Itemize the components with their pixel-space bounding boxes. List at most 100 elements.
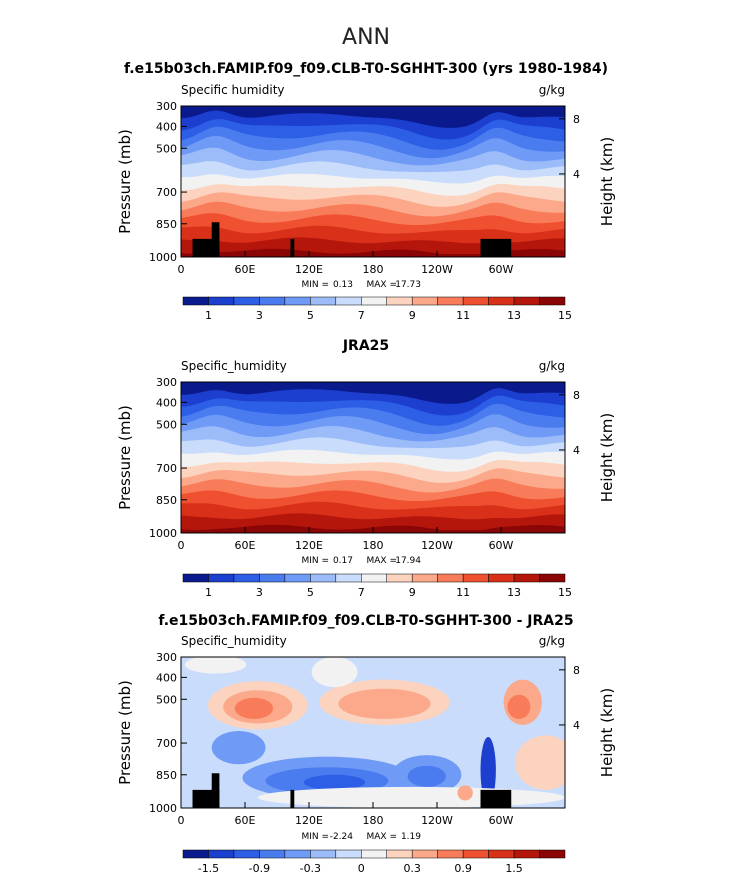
min-label: MIN = <box>301 556 329 566</box>
x-tick-label: 60W <box>489 263 514 276</box>
colorbar-swatch <box>182 296 209 306</box>
colorbar-swatch <box>386 849 413 859</box>
x-tick-label: 180 <box>363 814 384 827</box>
colorbar-label: 13 <box>507 309 521 322</box>
y-tick-label: 1000 <box>149 251 177 264</box>
y-tick-label: 1000 <box>149 802 177 815</box>
x-tick-label: 60W <box>489 539 514 552</box>
colorbar-swatch <box>182 849 209 859</box>
colorbar-label: 5 <box>307 586 314 599</box>
colorbar-label: 11 <box>456 586 470 599</box>
main-title: ANN <box>342 25 390 50</box>
y-axis-title: Pressure (mb) <box>116 129 134 234</box>
height-tick-label: 8 <box>573 389 580 402</box>
field-band <box>303 774 366 790</box>
panel-title: JRA25 <box>342 338 389 354</box>
x-tick-label: 60E <box>235 814 256 827</box>
y-tick-label: 500 <box>156 142 177 155</box>
colorbar-swatch <box>513 849 540 859</box>
colorbar-swatch <box>462 849 489 859</box>
colorbar-swatch <box>411 296 438 306</box>
height-tick-label: 8 <box>573 113 580 126</box>
min-label: MIN = <box>301 832 329 842</box>
colorbar-swatch <box>513 296 540 306</box>
colorbar-swatch <box>233 573 260 583</box>
x-tick-label: 0 <box>178 539 185 552</box>
colorbar-swatch <box>361 849 387 859</box>
x-tick-label: 120W <box>421 263 453 276</box>
field-band <box>515 735 565 790</box>
variable-name: Specific humidity <box>181 83 285 97</box>
colorbar-swatch <box>208 573 235 583</box>
x-tick-label: 0 <box>178 263 185 276</box>
y-axis-title: Pressure (mb) <box>116 405 134 510</box>
topography-mask <box>211 773 220 808</box>
topography-mask <box>290 789 295 808</box>
y-tick-label: 1000 <box>149 527 177 540</box>
colorbar-label: 11 <box>456 309 470 322</box>
y-tick-label: 700 <box>156 737 177 750</box>
y-tick-label: 500 <box>156 418 177 431</box>
x-tick-label: 180 <box>363 263 384 276</box>
max-value: 1.19 <box>401 832 421 842</box>
y-tick-label: 400 <box>156 120 177 133</box>
colorbar-swatch <box>462 296 489 306</box>
units-label: g/kg <box>539 634 565 648</box>
colorbar-swatch <box>182 573 209 583</box>
topography-mask <box>480 238 512 257</box>
colorbar-label: 0.3 <box>403 862 421 872</box>
min-value: 0.17 <box>333 556 353 566</box>
panel-1: f.e15b03ch.FAMIP.f09_f09.CLB-T0-SGHHT-30… <box>116 61 616 322</box>
colorbar-label: 7 <box>358 309 365 322</box>
y-tick-label: 850 <box>156 218 177 231</box>
max-label: MAX = <box>367 280 398 290</box>
y-tick-label: 850 <box>156 769 177 782</box>
colorbar-label: 13 <box>507 586 521 599</box>
colorbar-swatch <box>437 849 464 859</box>
y-tick-label: 850 <box>156 494 177 507</box>
colorbar-swatch <box>208 296 235 306</box>
panel-3: f.e15b03ch.FAMIP.f09_f09.CLB-T0-SGHHT-30… <box>116 613 616 872</box>
colorbar-swatch <box>488 849 515 859</box>
right-axis-title: Height (km) <box>598 137 616 226</box>
y-tick-label: 500 <box>156 693 177 706</box>
colorbar-swatch <box>259 296 286 306</box>
field-band <box>234 697 274 719</box>
contour-field <box>181 106 565 257</box>
panel-title: f.e15b03ch.FAMIP.f09_f09.CLB-T0-SGHHT-30… <box>158 613 573 629</box>
colorbar-swatch <box>259 849 286 859</box>
field-band <box>184 657 247 674</box>
colorbar-label: 1 <box>205 309 212 322</box>
max-value: 17.94 <box>395 556 421 566</box>
colorbar-label: 15 <box>558 586 572 599</box>
colorbar-swatch <box>233 296 260 306</box>
y-tick-label: 400 <box>156 396 177 409</box>
y-tick-label: 300 <box>156 651 177 664</box>
right-axis-title: Height (km) <box>598 688 616 777</box>
colorbar-swatch <box>437 296 464 306</box>
x-tick-label: 120E <box>295 263 323 276</box>
colorbar-label: 1.5 <box>505 862 523 872</box>
colorbar-swatch <box>310 849 337 859</box>
min-value: 0.13 <box>333 280 353 290</box>
height-tick-label: 4 <box>573 719 580 732</box>
colorbar-swatch <box>386 296 413 306</box>
right-axis-title: Height (km) <box>598 413 616 502</box>
colorbar-swatch <box>462 573 489 583</box>
colorbar-swatch <box>539 296 566 306</box>
colorbar-label: 5 <box>307 309 314 322</box>
min-value: -2.24 <box>330 832 354 842</box>
x-tick-label: 120E <box>295 814 323 827</box>
y-tick-label: 700 <box>156 186 177 199</box>
field-band <box>480 737 496 804</box>
contour-field <box>181 382 565 533</box>
colorbar-swatch <box>335 296 362 306</box>
colorbar-swatch <box>539 849 566 859</box>
x-tick-label: 60E <box>235 263 256 276</box>
y-tick-label: 300 <box>156 376 177 389</box>
colorbar-label: 0.9 <box>454 862 472 872</box>
colorbar-label: 15 <box>558 309 572 322</box>
colorbar-swatch <box>259 573 286 583</box>
field-band <box>407 765 446 787</box>
